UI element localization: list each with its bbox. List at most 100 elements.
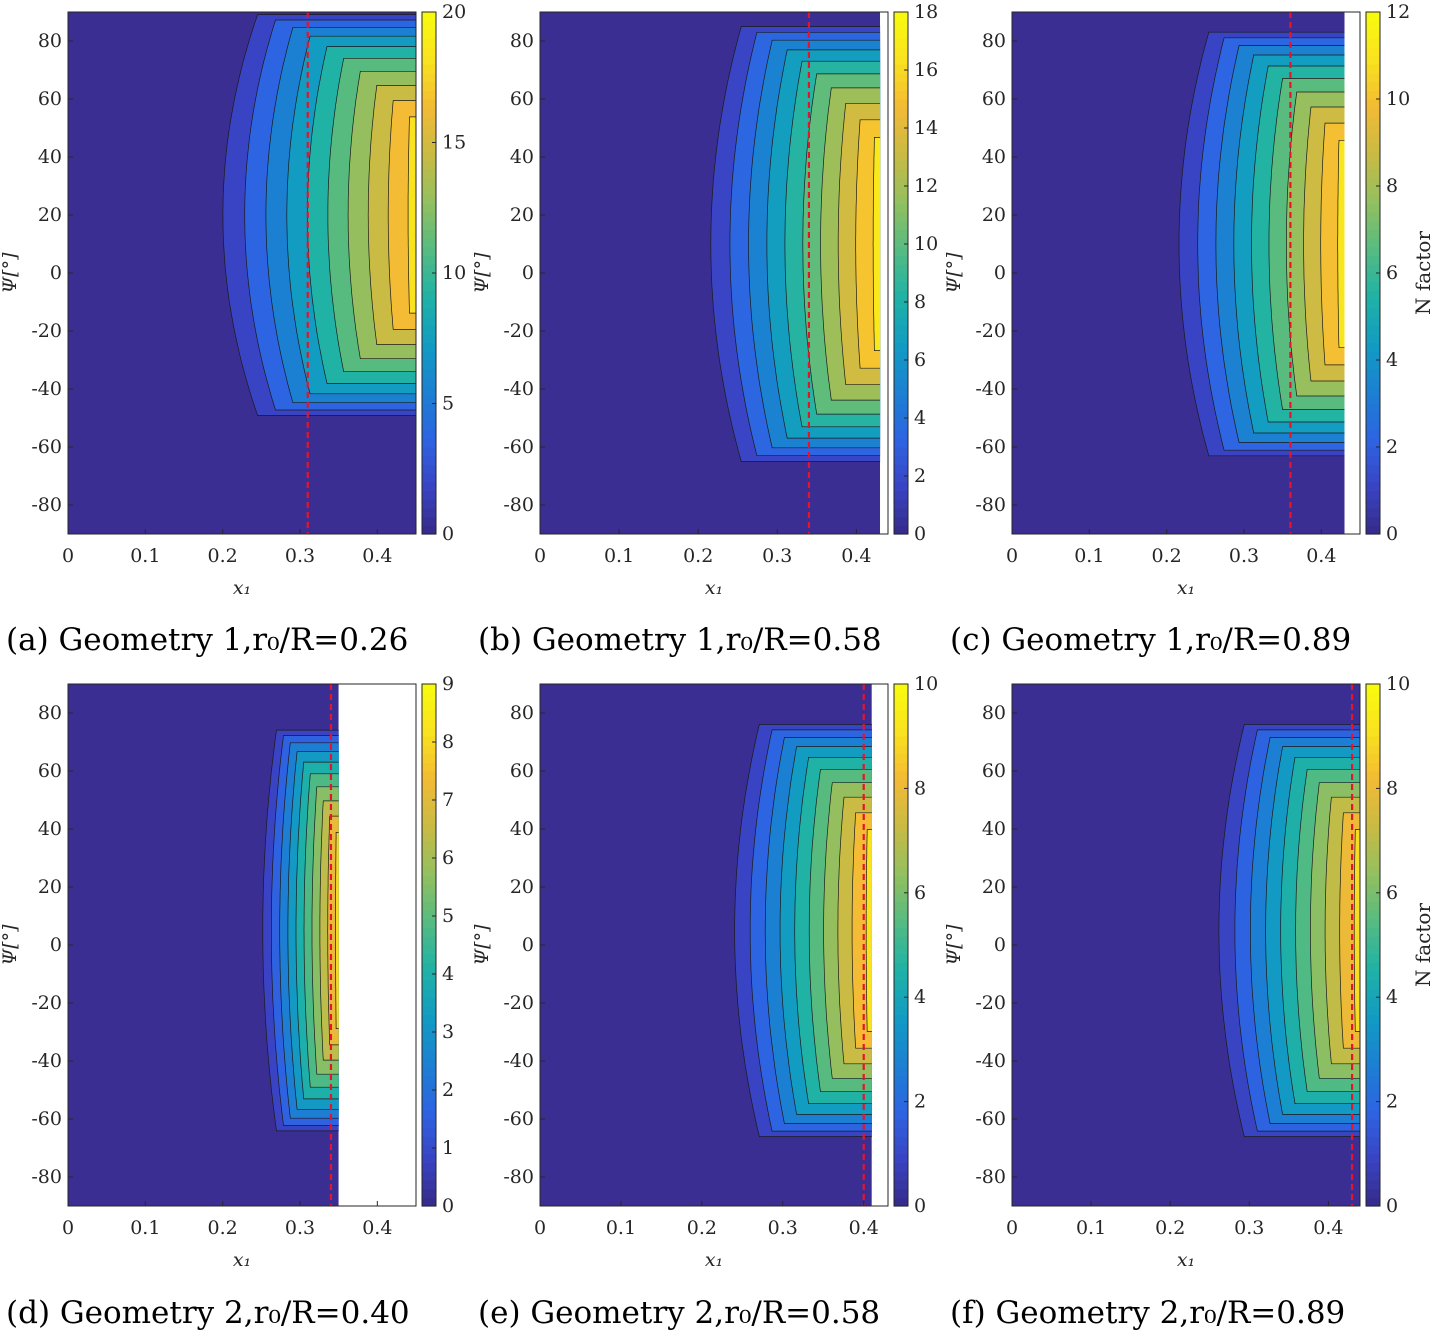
colorbar-segment (1366, 290, 1380, 300)
colorbar-segment (422, 1005, 436, 1016)
colorbar-segment (1366, 229, 1380, 239)
y-tick-label: 40 (38, 146, 62, 168)
colorbar-segment (1366, 1136, 1380, 1146)
colorbar-tick-label: 1 (442, 1137, 454, 1159)
x-tick-label: 0 (62, 545, 74, 567)
colorbar-tick-label: 8 (914, 291, 926, 313)
colorbar-segment (1366, 20, 1380, 30)
colorbar-segment (422, 99, 436, 109)
colorbar-segment (894, 918, 908, 929)
colorbar-segment (422, 1075, 436, 1085)
colorbar-segment (422, 307, 436, 318)
colorbar-tick-label: 8 (914, 777, 926, 799)
panel-caption: (a) Geometry 1,r₀/R=0.26 (6, 622, 408, 658)
colorbar-segment (1366, 212, 1380, 222)
colorbar-segment (1366, 142, 1380, 152)
colorbar-segment (1366, 186, 1380, 196)
colorbar-segment (422, 194, 436, 204)
colorbar-segment (894, 1136, 908, 1146)
x-tick-label: 0.4 (362, 545, 392, 567)
colorbar-segment (422, 710, 436, 720)
colorbar-segment (1366, 481, 1380, 492)
colorbar-segment (422, 1127, 436, 1137)
colorbar-segment (1366, 316, 1380, 326)
colorbar-segment (422, 866, 436, 876)
colorbar-segment (894, 866, 908, 876)
colorbar-segment (894, 1058, 908, 1068)
colorbar-segment (422, 394, 436, 405)
colorbar-segment (894, 788, 908, 798)
colorbar-segment (422, 351, 436, 361)
colorbar-segment (894, 1179, 908, 1190)
colorbar-segment (1366, 394, 1380, 405)
colorbar-tick-label: 10 (1386, 88, 1410, 110)
colorbar-tick-label: 18 (914, 1, 938, 23)
y-tick-label: -60 (31, 1108, 62, 1130)
colorbar-segment (422, 736, 436, 746)
colorbar-segment (894, 1049, 908, 1059)
x-tick-label: 0.3 (768, 1217, 798, 1239)
colorbar-segment (1366, 918, 1380, 929)
colorbar-segment (894, 481, 908, 492)
y-tick-label: -40 (503, 1050, 534, 1072)
colorbar-segment (1366, 133, 1380, 144)
colorbar-segment (1366, 333, 1380, 344)
y-tick-label: 0 (994, 262, 1006, 284)
colorbar-segment (1366, 168, 1380, 178)
colorbar-segment (422, 203, 436, 213)
y-tick-label: 20 (982, 876, 1006, 898)
colorbar-segment (422, 945, 436, 955)
colorbar-segment (422, 264, 436, 274)
colorbar-segment (894, 988, 908, 998)
colorbar-segment (1366, 412, 1380, 422)
colorbar-segment (1366, 840, 1380, 850)
colorbar-segment (894, 255, 908, 265)
colorbar-tick-label: 10 (914, 233, 938, 255)
colorbar-segment (422, 771, 436, 781)
colorbar-segment (1366, 507, 1380, 518)
y-tick-label: -20 (975, 320, 1006, 342)
colorbar-segment (422, 299, 436, 309)
colorbar-segment (422, 918, 436, 929)
colorbar-segment (422, 1032, 436, 1042)
y-tick-label: 80 (38, 30, 62, 52)
colorbar-segment (894, 142, 908, 152)
colorbar-segment (1366, 1049, 1380, 1059)
contour-band (407, 116, 416, 314)
colorbar-label: N factor (1411, 903, 1433, 987)
y-tick-label: -60 (975, 436, 1006, 458)
colorbar-segment (422, 90, 436, 100)
colorbar-segment (422, 438, 436, 448)
colorbar-segment (894, 1032, 908, 1042)
colorbar-segment (1366, 736, 1380, 746)
colorbar-segment (1366, 1119, 1380, 1129)
colorbar-segment (1366, 499, 1380, 509)
colorbar-segment (422, 168, 436, 178)
colorbar-segment (894, 736, 908, 746)
colorbar-tick-label: 2 (442, 1079, 454, 1101)
colorbar-segment (894, 177, 908, 187)
colorbar-segment (894, 525, 908, 535)
colorbar-tick-label: 4 (1386, 986, 1398, 1008)
colorbar-segment (894, 72, 908, 83)
colorbar-segment (422, 473, 436, 483)
x-tick-label: 0.2 (208, 545, 238, 567)
x-tick-label: 0.2 (208, 1217, 238, 1239)
colorbar-segment (422, 46, 436, 57)
colorbar-segment (894, 718, 908, 729)
colorbar-segment (1366, 718, 1380, 729)
colorbar-segment (422, 1092, 436, 1103)
colorbar-segment (894, 325, 908, 335)
colorbar-segment (1366, 203, 1380, 213)
colorbar-segment (422, 333, 436, 344)
colorbar-segment (422, 125, 436, 135)
colorbar-segment (894, 1014, 908, 1024)
colorbar-segment (894, 762, 908, 772)
colorbar-tick-label: 4 (442, 963, 454, 985)
colorbar-tick-label: 4 (1386, 349, 1398, 371)
colorbar-segment (422, 1101, 436, 1111)
colorbar-segment (1366, 910, 1380, 920)
colorbar-segment (422, 692, 436, 702)
colorbar-box (421, 683, 437, 1207)
